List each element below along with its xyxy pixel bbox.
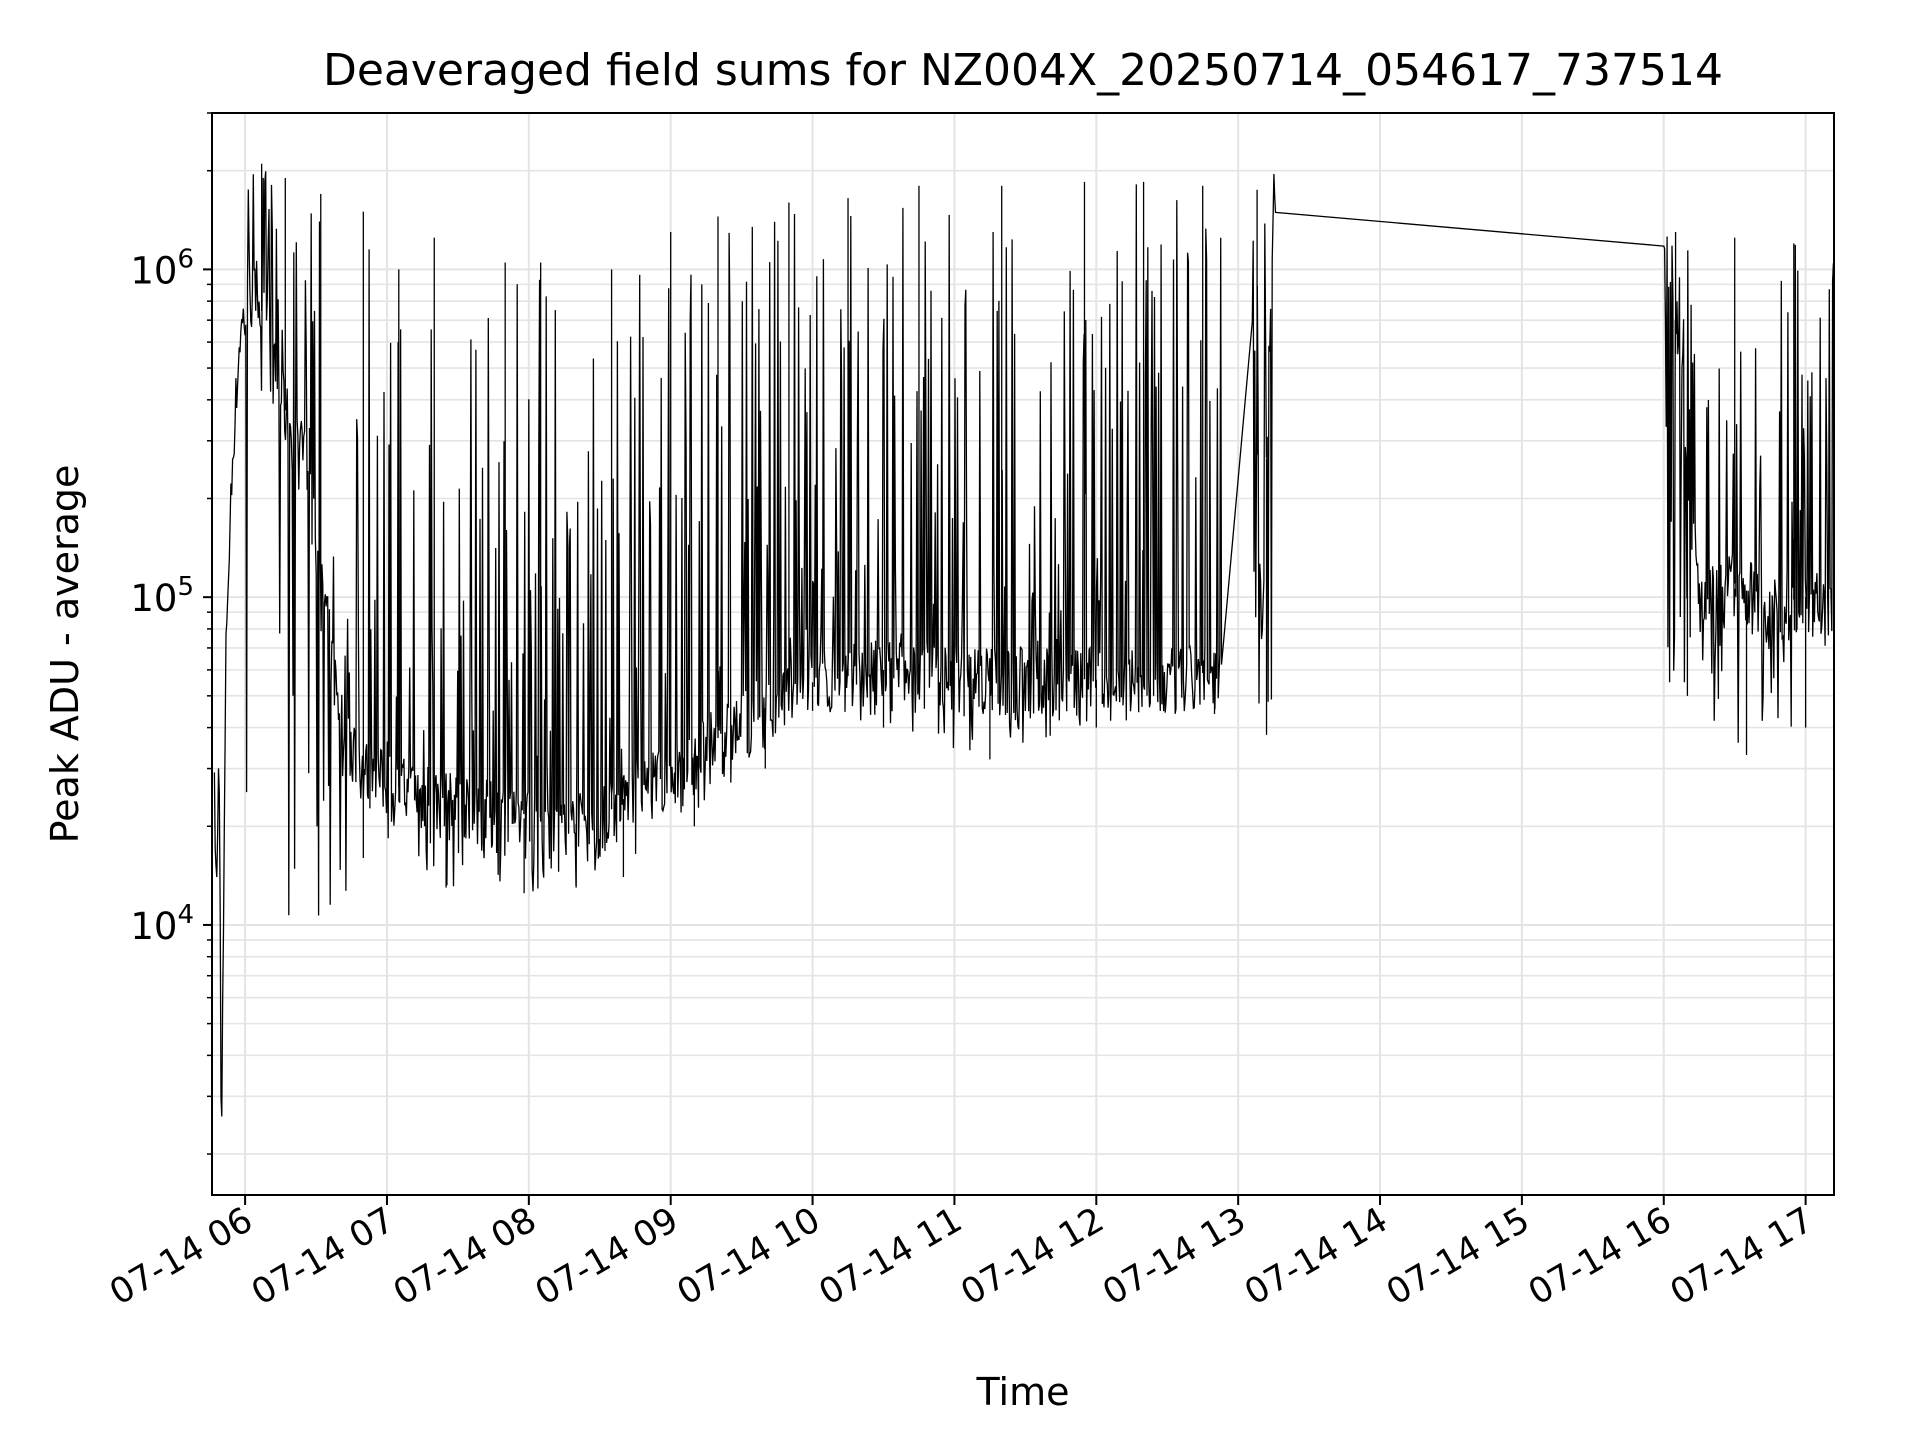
y-tick-base: 10 (130, 905, 177, 948)
data-layer (213, 163, 1835, 1117)
plot-frame (211, 112, 1835, 1196)
y-tick-base: 10 (130, 577, 177, 620)
y-tick-label: 104 (130, 900, 194, 948)
x-axis-label: Time (976, 1370, 1070, 1414)
y-tick-base: 10 (130, 249, 177, 292)
chart-title: Deaveraged field sums for NZ004X_2025071… (323, 45, 1723, 96)
series-line (213, 171, 1835, 1117)
y-tick-exponent: 4 (177, 900, 194, 930)
y-tick-label: 105 (130, 572, 194, 620)
grid (212, 112, 1834, 1195)
y-tick-exponent: 6 (177, 244, 194, 274)
y-axis-label: Peak ADU - average (43, 465, 87, 844)
y-tick-label: 106 (130, 244, 194, 292)
y-tick-exponent: 5 (177, 572, 194, 602)
